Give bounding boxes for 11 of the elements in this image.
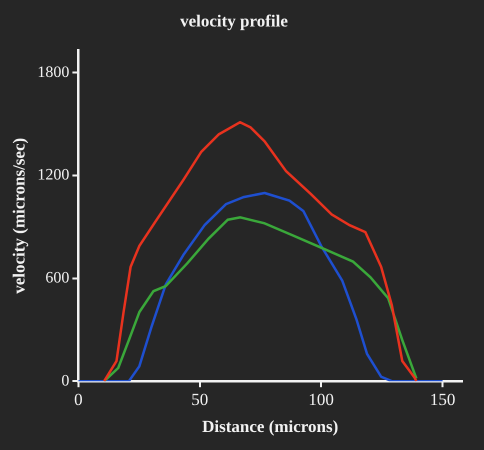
x-axis-title: Distance (microns) (202, 417, 338, 436)
y-tick-label: 600 (45, 270, 70, 287)
chart-title: velocity profile (180, 12, 288, 31)
y-tick-label: 1800 (37, 64, 70, 81)
x-tick-label: 100 (308, 390, 334, 409)
x-tick-label: 150 (430, 390, 456, 409)
y-axis-title: velocity (microns/sec) (10, 138, 29, 294)
y-tick-label: 0 (61, 372, 70, 390)
x-tick-label: 0 (74, 390, 83, 409)
x-tick-label: 50 (191, 390, 208, 409)
y-tick-label: 1200 (37, 166, 70, 184)
